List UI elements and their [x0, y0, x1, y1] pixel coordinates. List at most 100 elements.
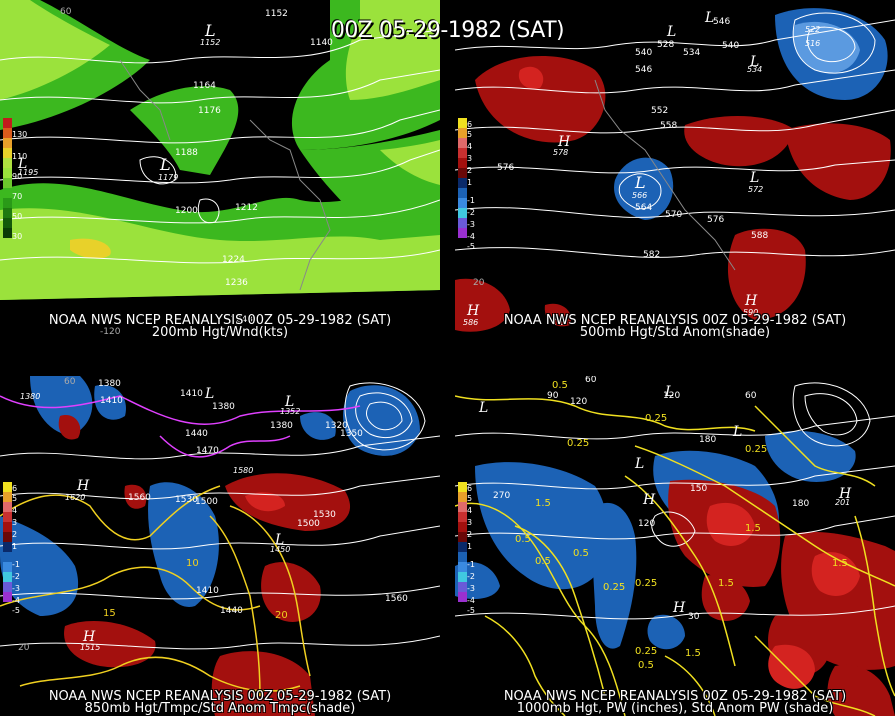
- pw-label: 0.5: [638, 660, 654, 671]
- contour-label: 1179: [158, 173, 178, 182]
- panel-subtitle: 850mb Hgt/Tmpc/Std Anom Tmpc(shade): [84, 701, 356, 716]
- pw-label: 0.25: [603, 582, 625, 593]
- contour-label: 546: [713, 17, 730, 27]
- contour-label: 90: [547, 391, 559, 401]
- low-marker: L: [204, 386, 214, 402]
- high-marker: H: [744, 293, 758, 309]
- legend-label: -3: [12, 584, 20, 593]
- contour-label: 540: [635, 48, 652, 58]
- map-1000mb: 60 90 120 0.5 0.25 0.25 120 150 60 180 0…: [455, 376, 895, 716]
- low-marker: L: [478, 400, 488, 416]
- low-marker: L: [749, 170, 759, 186]
- contour-label: 1380: [20, 392, 40, 401]
- wind-shading: [0, 0, 440, 300]
- panel-1000mb: 60 90 120 0.5 0.25 0.25 120 150 60 180 0…: [455, 376, 895, 716]
- legend-label: 5: [467, 130, 473, 139]
- contour-label: 1224: [222, 255, 245, 265]
- contour-label: 564: [635, 203, 652, 213]
- panel-caption: NOAA NWS NCEP REANALYSIS 00Z 05-29-1982 …: [48, 689, 392, 704]
- anomaly-legend: [3, 482, 12, 602]
- legend-label: 2: [467, 530, 473, 539]
- contour-label: 201: [835, 498, 850, 507]
- temp-label: 20: [275, 610, 288, 621]
- contour-label: 578: [553, 148, 568, 157]
- map-200mb: 1152 1140 1152 1164 1176 1188 1179 1200 …: [0, 0, 440, 337]
- contour-label: 576: [707, 215, 724, 225]
- contour-label: 1352: [280, 407, 300, 416]
- contour-label: 270: [493, 491, 510, 501]
- contour-label: 180: [699, 435, 716, 445]
- contour-label: 180: [792, 499, 809, 509]
- legend-label: 30: [12, 232, 23, 241]
- pw-label: 0.5: [535, 556, 551, 567]
- contour-label: 1580: [233, 466, 253, 475]
- contour-label: 1380: [98, 379, 121, 389]
- low-marker: L: [17, 156, 27, 172]
- legend-label: 2: [467, 166, 473, 175]
- height-contours: [455, 12, 895, 258]
- contour-label: 1320: [325, 421, 348, 431]
- wind-legend: [3, 118, 12, 238]
- panel-caption: NOAA NWS NCEP REANALYSIS 00Z 05-29-1982 …: [48, 313, 392, 328]
- legend-label: -4: [467, 232, 475, 241]
- legend-label: -1: [12, 560, 20, 569]
- cold-isotherms: [0, 395, 361, 458]
- pw-label: 0.25: [635, 578, 657, 589]
- contour-label: 120: [570, 397, 587, 407]
- high-marker: H: [557, 134, 571, 150]
- high-marker: H: [82, 629, 96, 645]
- panel-subtitle: 500mb Hgt/Std Anom(shade): [579, 325, 771, 340]
- pw-label: 1.5: [535, 498, 551, 509]
- contour-label: 1620: [65, 493, 85, 502]
- contour-label: 1450: [270, 545, 290, 554]
- contour-label: 150: [690, 484, 707, 494]
- high-marker: H: [466, 303, 480, 319]
- contour-label: 1470: [196, 446, 219, 456]
- legend-label: 50: [12, 212, 23, 221]
- pw-label: 0.5: [515, 534, 531, 545]
- legend-label: -5: [467, 242, 475, 251]
- contour-label: 1560: [128, 493, 151, 503]
- low-marker: L: [666, 24, 676, 40]
- contour-label: 516: [805, 39, 820, 48]
- legend-label: -1: [467, 560, 475, 569]
- anomaly-shading: [455, 8, 891, 332]
- panel-200mb: 1152 1140 1152 1164 1176 1188 1179 1200 …: [0, 0, 440, 340]
- legend-label: 90: [12, 172, 23, 181]
- anomaly-legend: [458, 482, 467, 602]
- contour-label: 1410: [180, 389, 203, 399]
- low-marker: L: [204, 21, 216, 40]
- contour-label: 1152: [200, 38, 220, 47]
- high-marker: H: [551, 313, 565, 329]
- coastlines: [119, 59, 331, 291]
- high-marker: H: [76, 478, 90, 494]
- pw-label: 0.5: [573, 548, 589, 559]
- legend-label: 4: [467, 506, 473, 515]
- pw-label: 0.25: [635, 646, 657, 657]
- low-marker: L: [704, 10, 714, 26]
- contour-label: 1248: [230, 315, 253, 325]
- contour-label: 570: [665, 210, 682, 220]
- contour-label: 60: [585, 376, 597, 385]
- contour-label: 1530: [175, 495, 198, 505]
- low-marker: L: [749, 54, 759, 70]
- legend-label: 3: [467, 518, 473, 527]
- axis-label: 20: [18, 643, 30, 653]
- contour-label: 120: [663, 391, 680, 401]
- contour-label: 534: [747, 65, 762, 74]
- panel-500mb: 546 528 534 540 546 540 534 552 558 576 …: [455, 0, 895, 340]
- contour-label: 1410: [196, 586, 219, 596]
- low-marker: L: [284, 394, 294, 410]
- contour-label: 1440: [220, 606, 243, 616]
- legend-label: 1: [467, 178, 473, 187]
- temperature-isotherms: [0, 485, 311, 697]
- low-marker: L: [664, 384, 674, 400]
- axis-label: -120: [100, 327, 121, 337]
- contour-label: 30: [688, 612, 700, 622]
- contour-label: 576: [497, 163, 514, 173]
- low-marker: L: [732, 424, 742, 440]
- map-850mb: 1380 1380 1410 1410 1380 1440 1470 1352 …: [0, 376, 440, 716]
- contour-label: 534: [683, 48, 700, 58]
- low-marker: L: [274, 532, 284, 548]
